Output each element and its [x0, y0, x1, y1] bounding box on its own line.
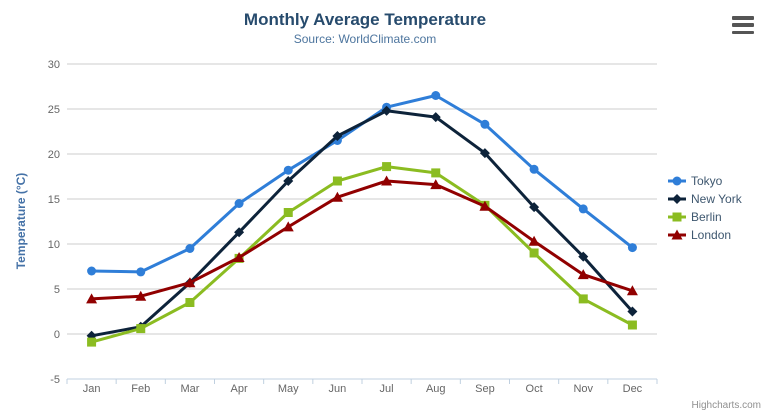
series-line-new-york — [91, 109, 634, 338]
y-axis-tick-label: 20 — [48, 149, 60, 161]
y-axis-tick-label: -5 — [50, 374, 60, 386]
hamburger-icon — [732, 23, 754, 27]
data-point-berlin[interactable] — [382, 162, 392, 172]
x-axis-tick-label: Jul — [380, 383, 394, 395]
x-axis-tick-label: Jun — [329, 383, 347, 395]
data-point-tokyo[interactable] — [283, 165, 293, 175]
series-line-london — [91, 179, 633, 301]
data-point-new-york[interactable] — [332, 131, 343, 141]
data-point-berlin[interactable] — [627, 320, 637, 330]
data-point-london[interactable] — [331, 191, 343, 202]
data-point-london[interactable] — [577, 269, 589, 280]
data-point-london[interactable] — [479, 200, 491, 211]
data-point-london[interactable] — [86, 293, 98, 304]
chart-subtitle: Source: WorldClimate.com — [293, 32, 437, 46]
export-menu-button[interactable] — [732, 16, 756, 34]
y-axis-title: Temperature (°C) — [14, 173, 28, 270]
data-point-berlin[interactable] — [136, 324, 146, 334]
data-point-berlin[interactable] — [283, 208, 293, 217]
data-point-tokyo[interactable] — [185, 244, 195, 253]
data-point-london[interactable] — [282, 221, 294, 232]
data-point-london[interactable] — [430, 179, 442, 190]
hamburger-icon — [732, 16, 754, 20]
x-axis-tick-label: Aug — [426, 383, 446, 395]
x-axis-tick-label: Jan — [83, 383, 101, 395]
legend-item-london[interactable]: London — [668, 228, 742, 242]
legend-label-new-york: New York — [691, 192, 742, 206]
data-point-london[interactable] — [184, 277, 196, 288]
data-point-tokyo[interactable] — [578, 204, 588, 214]
data-point-tokyo[interactable] — [480, 119, 490, 129]
y-axis-tick-label: 5 — [54, 284, 60, 296]
data-point-new-york[interactable] — [381, 105, 392, 116]
x-axis-tick-label: May — [278, 383, 299, 395]
legend-label-berlin: Berlin — [691, 210, 722, 224]
x-axis-tick-label: Sep — [475, 383, 495, 395]
data-point-berlin[interactable] — [87, 337, 97, 347]
data-point-tokyo[interactable] — [234, 199, 244, 208]
data-point-london[interactable] — [135, 290, 147, 301]
legend-symbol-berlin — [672, 212, 682, 222]
x-axis-tick-label: Oct — [526, 383, 543, 395]
x-axis-tick-label: Dec — [623, 383, 643, 395]
hamburger-icon — [732, 30, 754, 34]
data-point-tokyo[interactable] — [431, 91, 441, 100]
legend-label-london: London — [691, 228, 732, 242]
legend-item-tokyo[interactable]: Tokyo — [668, 174, 742, 188]
legend-label-tokyo: Tokyo — [691, 174, 723, 188]
legend: Tokyo New York Berlin London — [668, 174, 742, 242]
highcharts-credit[interactable]: Highcharts.com — [691, 400, 761, 411]
data-point-new-york[interactable] — [578, 251, 589, 262]
x-axis-tick-label: Feb — [131, 383, 150, 395]
y-axis-tick-label: 30 — [48, 59, 60, 71]
data-point-berlin[interactable] — [578, 294, 588, 304]
x-axis-tick-label: Nov — [573, 383, 593, 395]
legend-marker-berlin — [668, 212, 686, 222]
y-axis-tick-label: 15 — [48, 194, 60, 206]
data-point-tokyo[interactable] — [627, 243, 637, 253]
data-point-berlin[interactable] — [431, 168, 441, 178]
data-point-new-york[interactable] — [529, 202, 540, 213]
data-point-berlin[interactable] — [529, 248, 539, 258]
data-point-berlin[interactable] — [332, 176, 342, 186]
data-point-new-york[interactable] — [627, 306, 638, 317]
data-point-london[interactable] — [233, 252, 245, 262]
legend-item-berlin[interactable]: Berlin — [668, 210, 742, 224]
series-line-berlin — [91, 165, 634, 344]
chart-title: Monthly Average Temperature — [243, 10, 487, 29]
data-point-new-york[interactable] — [430, 112, 441, 123]
data-point-tokyo[interactable] — [529, 164, 539, 174]
data-point-new-york[interactable] — [479, 148, 490, 159]
x-axis-tick-label: Mar — [180, 383, 199, 395]
data-point-london[interactable] — [381, 175, 393, 186]
data-point-new-york[interactable] — [283, 176, 294, 186]
legend-item-new-york[interactable]: New York — [668, 192, 742, 206]
legend-marker-london — [668, 229, 686, 240]
data-point-berlin[interactable] — [185, 298, 195, 307]
data-point-london[interactable] — [528, 235, 540, 246]
legend-marker-tokyo — [668, 176, 686, 186]
data-point-tokyo[interactable] — [87, 266, 97, 276]
y-axis-tick-label: 25 — [48, 104, 60, 116]
legend-symbol-tokyo — [672, 176, 682, 186]
legend-symbol-new-york — [672, 194, 682, 204]
data-point-tokyo[interactable] — [136, 267, 146, 277]
y-axis-tick-label: 0 — [54, 329, 60, 341]
legend-symbol-london — [671, 229, 683, 240]
data-point-new-york[interactable] — [234, 227, 245, 238]
data-point-london[interactable] — [626, 285, 638, 296]
legend-marker-new-york — [668, 194, 686, 204]
x-axis-tick-label: Apr — [231, 383, 248, 395]
y-axis-tick-label: 10 — [48, 239, 60, 251]
